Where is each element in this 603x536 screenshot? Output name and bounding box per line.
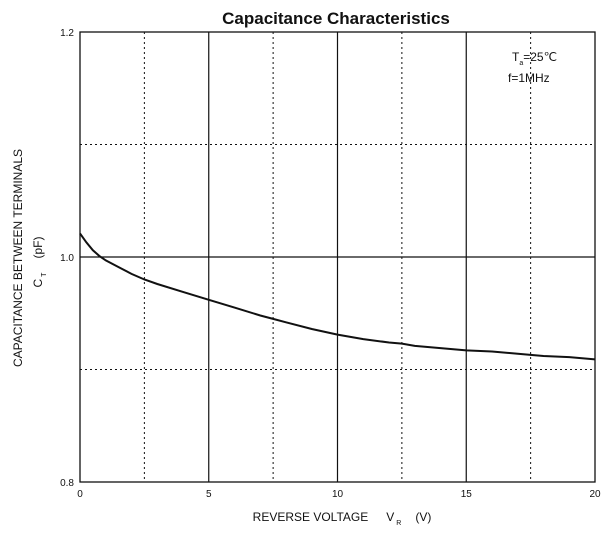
x-tick-label: 15 [461,489,473,500]
temperature-annotation: Ta=25℃ [512,50,557,67]
y-axis-label-line2: CT(pF) [31,237,48,288]
x-axis-label: REVERSE VOLTAGE V R (V) [253,510,432,527]
x-tick-label: 0 [77,489,83,500]
plot-frame [79,31,596,483]
y-tick-label: 1.2 [60,28,74,39]
y-tick-label: 1.0 [60,253,74,264]
x-tick-label: 10 [332,489,344,500]
x-tick-labels: 0 5 10 15 20 [77,489,601,500]
chart-title: Capacitance Characteristics [222,9,450,28]
x-tick-label: 5 [206,489,212,500]
y-tick-labels: 0.8 1.0 1.2 [60,28,74,489]
frequency-annotation: f=1MHz [508,71,550,85]
major-grid [80,32,595,482]
y-tick-label: 0.8 [60,478,74,489]
y-axis-label-line1: CAPACITANCE BETWEEN TERMINALS [11,149,25,367]
x-tick-label: 20 [589,489,601,500]
series-line [79,232,596,361]
